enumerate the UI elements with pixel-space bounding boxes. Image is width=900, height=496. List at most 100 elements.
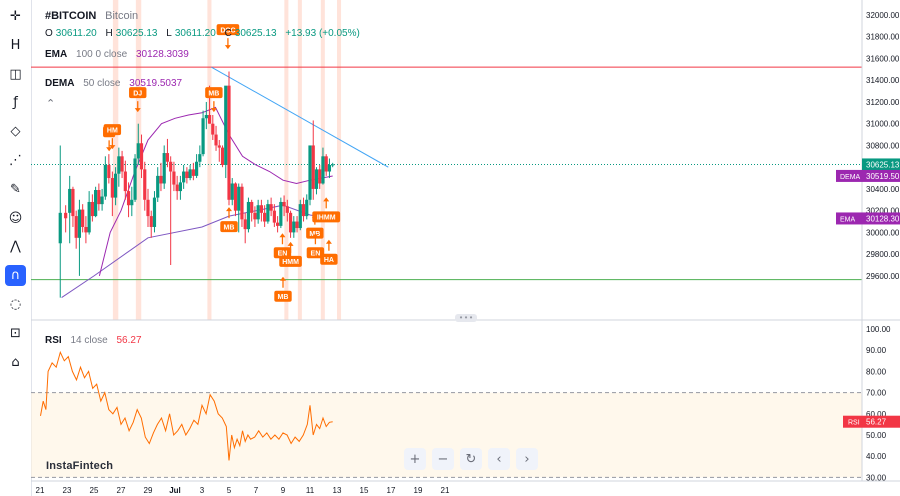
candle-body bbox=[178, 182, 182, 192]
signal-label: HA bbox=[324, 257, 334, 264]
candle-body bbox=[123, 171, 127, 192]
candle-body bbox=[327, 165, 332, 172]
magnet-icon[interactable]: ∩ bbox=[5, 265, 26, 287]
pattern-highlight-band bbox=[297, 0, 302, 320]
signal-label: EN bbox=[278, 251, 288, 258]
candle-body bbox=[243, 219, 247, 230]
object-tree-icon[interactable]: ⌂ bbox=[11, 354, 20, 370]
collapse-legend-icon[interactable]: ⌃ bbox=[46, 97, 56, 110]
time-axis-label: 11 bbox=[306, 486, 315, 495]
price-axis-label: 30800.00 bbox=[866, 141, 900, 150]
scroll-back-button[interactable]: ‹ bbox=[488, 448, 510, 470]
rsi-tag-value: 56.27 bbox=[866, 418, 887, 427]
candle-body bbox=[331, 164, 335, 166]
rsi-axis-label: 40.00 bbox=[866, 452, 887, 461]
indicator-tag-name: EMA bbox=[840, 216, 856, 223]
legend-rsi-row[interactable]: RSI 14 close 56.27 bbox=[45, 335, 142, 346]
candle-body bbox=[84, 226, 88, 233]
scroll-forward-button[interactable]: › bbox=[516, 448, 538, 470]
candle-body bbox=[246, 201, 251, 230]
candle-body bbox=[266, 204, 270, 222]
reset-chart-button[interactable]: ↻ bbox=[460, 448, 482, 470]
chart-navigation: + − ↻ ‹ › bbox=[404, 448, 538, 470]
candle-body bbox=[149, 216, 153, 227]
signal-badge bbox=[306, 247, 325, 259]
cross-cursor-icon[interactable]: ✛ bbox=[10, 9, 21, 24]
signal-label: IHMM bbox=[317, 215, 336, 222]
brand-watermark: InstaFintech bbox=[46, 460, 114, 472]
price-axis-label: 31000.00 bbox=[866, 120, 900, 129]
time-axis-label: 21 bbox=[441, 486, 450, 495]
signal-badge bbox=[312, 211, 341, 223]
zoom-out-button[interactable]: − bbox=[432, 448, 454, 470]
hide-drawings-icon[interactable]: ◌ bbox=[9, 297, 22, 312]
legend-dema-row[interactable]: DEMA 50 close 30519.5037 bbox=[45, 78, 182, 89]
candle-body bbox=[191, 169, 195, 176]
candle-body bbox=[263, 212, 267, 222]
legend-ema-row[interactable]: EMA 100 0 close 30128.3039 bbox=[45, 49, 189, 60]
close-label: C bbox=[224, 28, 232, 39]
candle-body bbox=[282, 201, 286, 207]
rsi-tag-name: RSI bbox=[848, 420, 860, 427]
candle-body bbox=[269, 204, 273, 211]
pattern-tool-icon[interactable]: ⋀ bbox=[10, 239, 21, 255]
signal-label: EN bbox=[311, 251, 321, 258]
candle-body bbox=[224, 85, 228, 166]
time-axis-label: 27 bbox=[117, 486, 126, 495]
candle-body bbox=[253, 212, 257, 220]
signal-label: HM bbox=[107, 127, 118, 134]
candle-body bbox=[285, 206, 289, 213]
signal-label: DCC bbox=[220, 27, 235, 34]
time-axis-label: 9 bbox=[281, 486, 286, 495]
rsi-params: 14 close bbox=[70, 335, 108, 346]
candle-body bbox=[146, 199, 150, 217]
lock-all-icon[interactable]: ⊡ bbox=[10, 325, 21, 341]
price-axis-label: 30000.00 bbox=[866, 228, 900, 237]
emoji-icon[interactable]: ☺ bbox=[8, 210, 23, 226]
candle-body bbox=[68, 188, 72, 213]
candle-body bbox=[87, 201, 91, 233]
open-value: 30611.20 bbox=[55, 28, 97, 39]
candle-body bbox=[156, 175, 160, 198]
candle-body bbox=[64, 212, 68, 219]
brush-tool-icon[interactable]: ✎ bbox=[10, 181, 21, 197]
candle-body bbox=[143, 169, 147, 200]
rsi-axis-label: 70.00 bbox=[866, 389, 887, 398]
signal-arrow-head bbox=[106, 147, 113, 152]
fx-indicators-icon[interactable]: ƒ bbox=[13, 95, 18, 111]
rsi-axis-label: 100.00 bbox=[866, 325, 891, 334]
signal-arrow-head bbox=[280, 276, 286, 281]
symbol-description: Bitcoin bbox=[105, 10, 139, 22]
candle-body bbox=[71, 188, 75, 217]
dema-params: 50 close bbox=[83, 78, 121, 89]
fib-tool-icon[interactable]: ⋰ bbox=[9, 153, 22, 168]
pane-resize-handle[interactable]: • • • bbox=[455, 314, 477, 322]
candle-body bbox=[117, 156, 121, 174]
candle-body bbox=[256, 205, 260, 220]
candle-body bbox=[74, 216, 78, 238]
symbol-name[interactable]: #BITCOIN bbox=[45, 10, 97, 22]
time-axis-label: 29 bbox=[144, 486, 153, 495]
signal-badge bbox=[216, 24, 240, 36]
candle-body bbox=[324, 156, 328, 172]
signal-badge bbox=[129, 87, 147, 99]
indicator-tag-value: 30519.50 bbox=[866, 172, 900, 181]
legend-ohlc-row: O 30611.20 H 30625.13 L 30611.20 C 30625.13 … bbox=[45, 28, 360, 39]
trendline bbox=[211, 66, 389, 168]
price-axis-label: 32000.00 bbox=[866, 11, 900, 20]
signal-badge bbox=[103, 124, 122, 136]
horizontal-line-tool-icon[interactable]: H bbox=[10, 37, 21, 53]
candle-body bbox=[288, 212, 293, 233]
price-axis-label: 31200.00 bbox=[866, 98, 900, 107]
shapes-tool-icon[interactable]: ◇ bbox=[10, 124, 21, 140]
zoom-in-button[interactable]: + bbox=[404, 448, 426, 470]
high-value: 30625.13 bbox=[115, 28, 158, 39]
candle-tool-icon[interactable]: ◫ bbox=[9, 66, 22, 82]
indicator-tag-value: 30128.30 bbox=[866, 214, 900, 223]
last-price-value: 30625.13 bbox=[866, 160, 900, 169]
candle-body bbox=[172, 171, 176, 185]
indicator-price-tag bbox=[836, 212, 900, 225]
candle-body bbox=[314, 169, 319, 189]
candle-body bbox=[298, 204, 302, 229]
